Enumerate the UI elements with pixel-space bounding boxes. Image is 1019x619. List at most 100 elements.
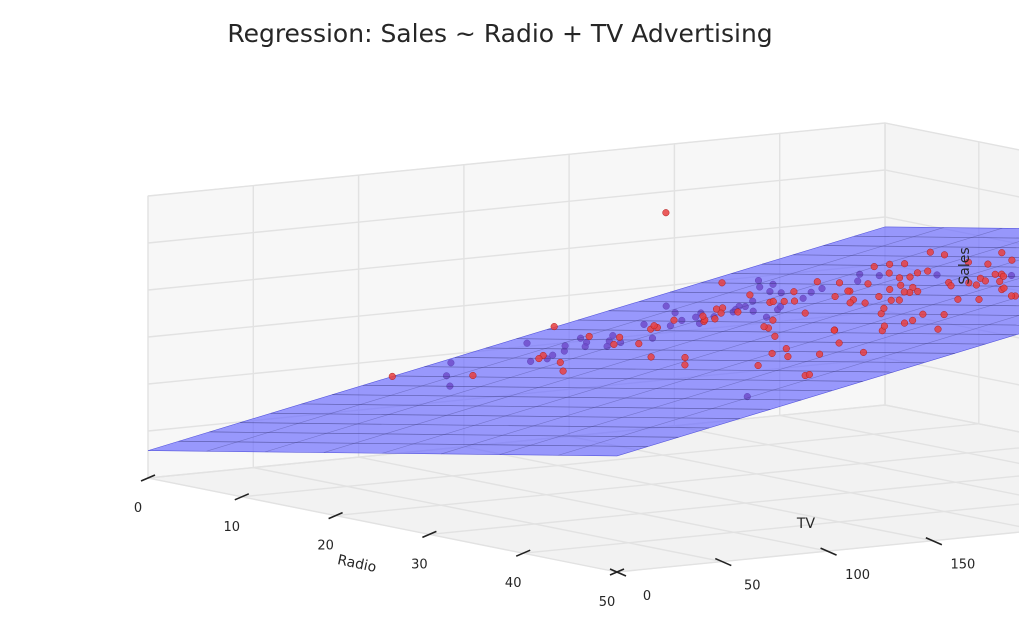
data-point xyxy=(717,309,725,317)
grid-line-z xyxy=(147,216,1019,291)
data-point xyxy=(844,287,852,295)
y-tick-mark xyxy=(714,557,732,567)
data-point xyxy=(996,277,1004,285)
data-point xyxy=(388,372,396,380)
plane-mesh-line xyxy=(240,422,710,429)
x-tick-mark xyxy=(422,530,437,539)
data-point xyxy=(900,319,909,327)
plane-mesh-line xyxy=(424,366,894,373)
grid-line-z xyxy=(147,169,1019,244)
x-tick-label: 30 xyxy=(411,557,428,572)
plane-mesh-line xyxy=(762,263,1019,268)
data-point xyxy=(900,288,908,296)
y-tick-mark xyxy=(925,536,943,546)
data-point xyxy=(831,292,839,301)
y-tick-mark xyxy=(609,568,627,577)
data-point xyxy=(886,260,894,268)
data-point xyxy=(768,349,776,357)
data-point xyxy=(954,295,962,303)
data-point xyxy=(934,325,942,333)
plane-mesh-line xyxy=(792,254,1019,258)
plane-mesh-line xyxy=(577,319,1019,326)
data-point xyxy=(895,274,904,282)
plane-mesh-line xyxy=(608,310,1019,316)
data-point xyxy=(870,263,878,271)
grid-line-x xyxy=(429,475,1019,536)
y-tick-label: 0 xyxy=(643,589,651,604)
data-point xyxy=(999,272,1008,280)
data-point xyxy=(887,296,895,304)
data-point xyxy=(940,251,949,259)
x-tick-label: 10 xyxy=(224,520,241,535)
data-point xyxy=(880,322,888,330)
data-point xyxy=(901,260,909,268)
plane-mesh-line xyxy=(270,412,740,419)
data-point xyxy=(711,315,719,323)
x-tick-label: 50 xyxy=(599,595,616,610)
data-point xyxy=(805,371,813,379)
y-axis-label: TV xyxy=(796,516,816,532)
data-point xyxy=(616,333,624,341)
data-point xyxy=(769,297,777,306)
data-point xyxy=(790,297,799,305)
plane-mesh-line xyxy=(700,282,1019,287)
plane-mesh-line xyxy=(382,259,1019,454)
data-point xyxy=(754,361,762,370)
data-point xyxy=(635,340,643,348)
plane-mesh-line xyxy=(854,235,1019,239)
data-point xyxy=(998,249,1006,257)
plane-mesh-line xyxy=(323,241,1019,453)
data-point xyxy=(964,258,972,266)
data-point xyxy=(926,248,934,256)
plane-mesh-line xyxy=(516,338,986,345)
data-point xyxy=(897,281,905,289)
axis-ticks: 0102030405005010015020025030035005101520… xyxy=(134,474,975,610)
data-point xyxy=(909,316,917,324)
data-point xyxy=(782,345,790,353)
data-point xyxy=(784,353,792,361)
data-point xyxy=(681,361,689,369)
data-point xyxy=(880,304,888,312)
plane-mesh-line xyxy=(441,278,1019,455)
data-point xyxy=(864,280,872,288)
plane-mesh-line xyxy=(485,347,955,354)
data-point xyxy=(924,267,932,275)
data-point xyxy=(886,285,894,293)
data-point xyxy=(991,270,999,278)
data-point xyxy=(859,348,868,356)
data-point xyxy=(909,283,917,291)
data-point xyxy=(650,322,658,330)
data-point xyxy=(585,332,593,340)
data-point xyxy=(940,311,948,319)
data-point xyxy=(734,308,742,316)
plane-mesh-line xyxy=(206,227,944,452)
data-point xyxy=(746,291,754,299)
points-above-plane xyxy=(388,209,1019,380)
data-point xyxy=(885,269,893,277)
data-point xyxy=(647,353,655,361)
data-point xyxy=(965,279,973,287)
x-axis-label: Radio xyxy=(336,552,378,576)
y-tick-label: 50 xyxy=(744,579,761,594)
data-point xyxy=(919,310,927,318)
data-point xyxy=(1007,292,1016,300)
data-point xyxy=(771,332,779,340)
data-point xyxy=(662,209,670,217)
data-point xyxy=(972,281,980,289)
x-tick-label: 20 xyxy=(317,539,334,554)
plane-mesh-line xyxy=(823,245,1019,249)
data-point xyxy=(760,323,768,331)
plane-mesh-line xyxy=(178,440,648,447)
data-point xyxy=(790,288,798,296)
plane-mesh-line xyxy=(499,296,1019,455)
data-point xyxy=(780,297,788,305)
data-point xyxy=(846,299,854,307)
grid-line-x xyxy=(335,447,1019,517)
plane-mesh-line xyxy=(731,273,1019,278)
data-point xyxy=(816,350,824,358)
plane-mesh-line xyxy=(547,329,1017,336)
data-point xyxy=(681,353,689,362)
plane-mesh-line xyxy=(455,357,925,364)
data-point xyxy=(861,299,869,307)
